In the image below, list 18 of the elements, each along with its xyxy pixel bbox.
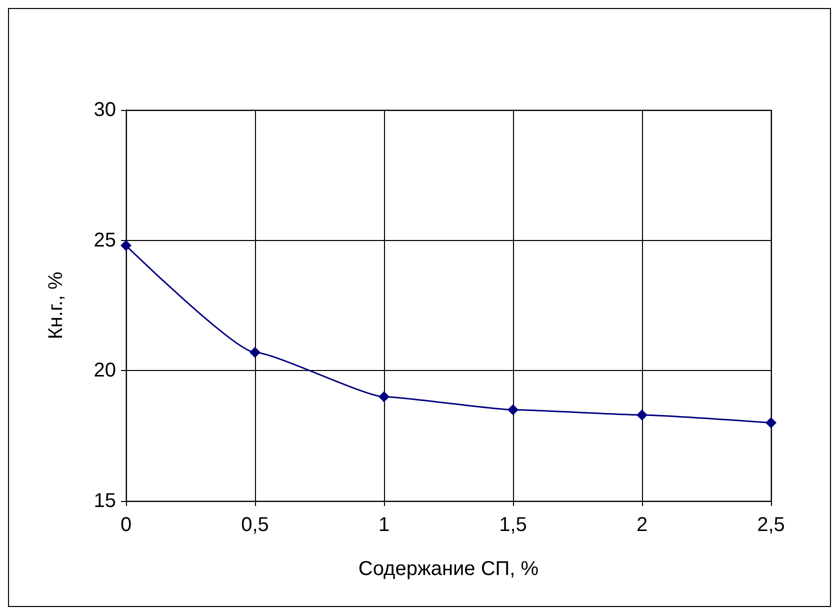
x-tick-label: 2,5	[757, 514, 785, 536]
x-axis-title: Содержание СП, %	[358, 558, 539, 580]
x-tick-label: 1	[378, 514, 390, 536]
point	[250, 346, 260, 358]
point	[636, 409, 648, 420]
point	[120, 240, 132, 252]
y-axis-title: Кн.г., %	[45, 272, 67, 340]
x-tick-label: 0	[120, 514, 132, 536]
point	[766, 417, 776, 428]
x-tick-label: 1,5	[499, 514, 527, 536]
y-tick-label: 25	[94, 229, 116, 252]
x-tick-label: 0,5	[241, 514, 269, 536]
point	[508, 404, 518, 416]
y-tick-label: 15	[94, 490, 116, 512]
x-tick-label: 2	[636, 514, 648, 536]
point	[378, 391, 390, 402]
y-tick-label: 20	[94, 360, 116, 382]
y-tick-label: 30	[94, 99, 116, 121]
